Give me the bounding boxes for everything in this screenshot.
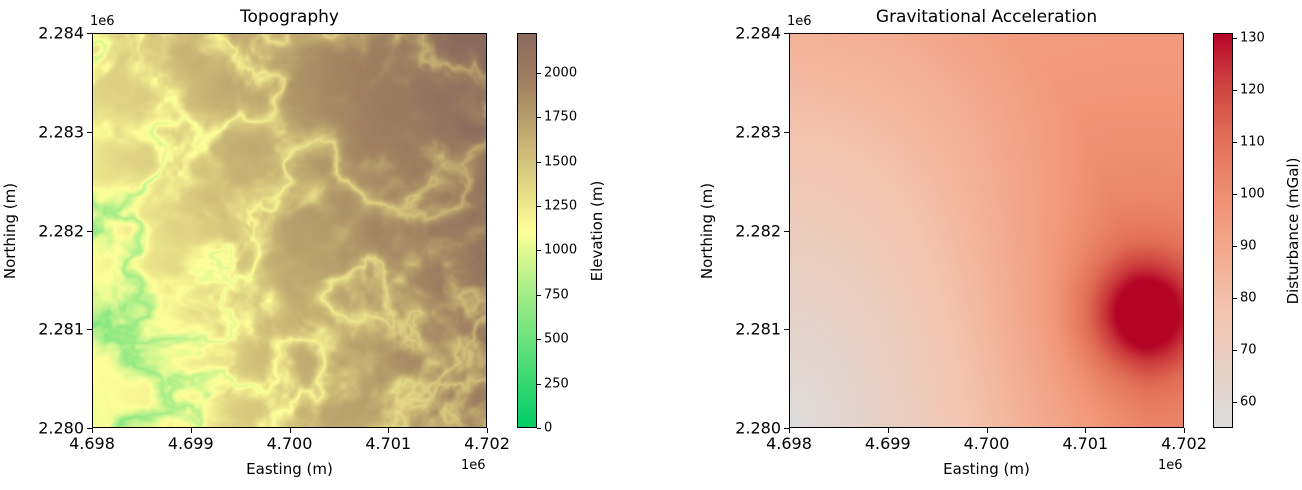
x-tick-mark — [1184, 428, 1185, 433]
y-tick-mark — [784, 329, 789, 331]
colorbar-tick-mark — [537, 294, 541, 296]
x-tick-label: 4.700 — [963, 434, 1010, 453]
chart-title: Gravitational Acceleration — [875, 7, 1098, 27]
x-tick-label: 4.698 — [766, 434, 812, 453]
x-axis-label: Easting (m) — [943, 460, 1030, 478]
colorbar-tick-mark — [537, 383, 541, 385]
y-offset-label: 1e6 — [90, 14, 115, 29]
colorbar-tick-label: 100 — [1240, 186, 1265, 202]
gravity-heatmap — [789, 33, 1184, 428]
y-tick-label: 2.282 — [38, 221, 84, 240]
x-tick-mark — [789, 428, 790, 433]
x-offset-label: 1e6 — [1158, 458, 1183, 473]
colorbar-tick-label: 70 — [1240, 342, 1257, 358]
x-axis-label: Easting (m) — [246, 460, 333, 478]
colorbar-tick-mark — [1233, 298, 1237, 300]
y-tick-mark — [87, 230, 92, 232]
x-tick-mark — [986, 428, 988, 433]
x-offset-label: 1e6 — [461, 458, 486, 473]
x-tick-mark — [487, 428, 488, 433]
colorbar-label: Disturbance (mGal) — [1284, 157, 1302, 304]
colorbar-tick-mark — [537, 117, 541, 119]
colorbar-tick-label: 750 — [544, 287, 569, 303]
y-tick-label: 2.281 — [735, 319, 781, 339]
x-tick-label: 4.698 — [69, 434, 115, 453]
x-tick-label: 4.699 — [864, 434, 911, 453]
colorbar-tick-label: 500 — [544, 331, 569, 347]
colorbar-tick-label: 80 — [1240, 290, 1257, 306]
y-tick-mark — [87, 428, 92, 429]
y-tick-label: 2.280 — [735, 418, 781, 438]
y-tick-label: 2.283 — [735, 122, 781, 142]
y-tick-label: 2.280 — [38, 418, 84, 438]
topography-heatmap — [92, 33, 487, 428]
colorbar-tick-label: 1250 — [544, 198, 578, 214]
elevation-colorbar — [517, 33, 537, 428]
x-tick-label: 4.702 — [1161, 434, 1207, 453]
plot-frame — [92, 33, 487, 428]
colorbar-tick-label: 1750 — [544, 109, 578, 125]
x-tick-label: 4.702 — [464, 434, 510, 453]
colorbar-frame — [517, 33, 537, 428]
colorbar-tick-label: 2000 — [544, 65, 578, 81]
colorbar-tick-mark — [537, 428, 541, 429]
y-tick-mark — [87, 131, 92, 133]
x-tick-mark — [190, 428, 192, 433]
y-tick-mark — [784, 33, 789, 34]
y-tick-label: 2.283 — [38, 122, 84, 142]
colorbar-tick-label: 250 — [544, 376, 569, 392]
x-tick-label: 4.700 — [266, 434, 313, 453]
colorbar-tick-mark — [1233, 194, 1237, 196]
x-tick-label: 4.701 — [365, 434, 412, 453]
y-tick-label: 2.284 — [735, 23, 781, 43]
colorbar-tick-mark — [1233, 350, 1237, 352]
plot-frame — [789, 33, 1184, 428]
x-tick-mark — [887, 428, 889, 433]
y-offset-label: 1e6 — [787, 14, 812, 29]
y-tick-label: 2.284 — [38, 23, 84, 43]
colorbar-tick-mark — [537, 250, 541, 252]
colorbar-tick-label: 1500 — [544, 154, 578, 170]
colorbar-tick-mark — [537, 72, 541, 74]
y-tick-mark — [784, 230, 789, 232]
colorbar-tick-mark — [1233, 38, 1237, 40]
colorbar-tick-label: 60 — [1240, 394, 1257, 410]
y-tick-mark — [784, 131, 789, 133]
colorbar-tick-label: 130 — [1240, 30, 1265, 46]
y-tick-mark — [784, 428, 789, 429]
colorbar-tick-label: 120 — [1240, 82, 1265, 98]
colorbar-tick-label: 1000 — [544, 242, 578, 258]
x-tick-mark — [1085, 428, 1087, 433]
colorbar-tick-mark — [1233, 402, 1237, 403]
x-tick-label: 4.699 — [167, 434, 214, 453]
x-tick-label: 4.701 — [1062, 434, 1109, 453]
colorbar-tick-mark — [537, 161, 541, 163]
y-tick-label: 2.282 — [735, 221, 781, 240]
y-axis-label: Northing (m) — [1, 182, 19, 279]
colorbar-tick-mark — [537, 206, 541, 208]
x-tick-mark — [289, 428, 291, 433]
colorbar-frame — [1213, 33, 1233, 428]
y-tick-label: 2.281 — [38, 319, 84, 339]
colorbar-tick-label: 0 — [544, 420, 553, 436]
colorbar-tick-label: 110 — [1240, 134, 1265, 150]
colorbar-label: Elevation (m) — [588, 180, 606, 281]
y-tick-mark — [87, 329, 92, 331]
x-tick-mark — [388, 428, 390, 433]
colorbar-tick-mark — [1233, 90, 1237, 92]
colorbar-tick-mark — [537, 339, 541, 341]
y-axis-label: Northing (m) — [698, 182, 716, 279]
x-tick-mark — [92, 428, 93, 433]
chart-title: Topography — [240, 7, 339, 27]
colorbar-tick-mark — [1233, 246, 1237, 248]
colorbar-tick-label: 90 — [1240, 238, 1257, 254]
disturbance-colorbar — [1213, 33, 1233, 428]
y-tick-mark — [87, 33, 92, 34]
colorbar-tick-mark — [1233, 142, 1237, 144]
